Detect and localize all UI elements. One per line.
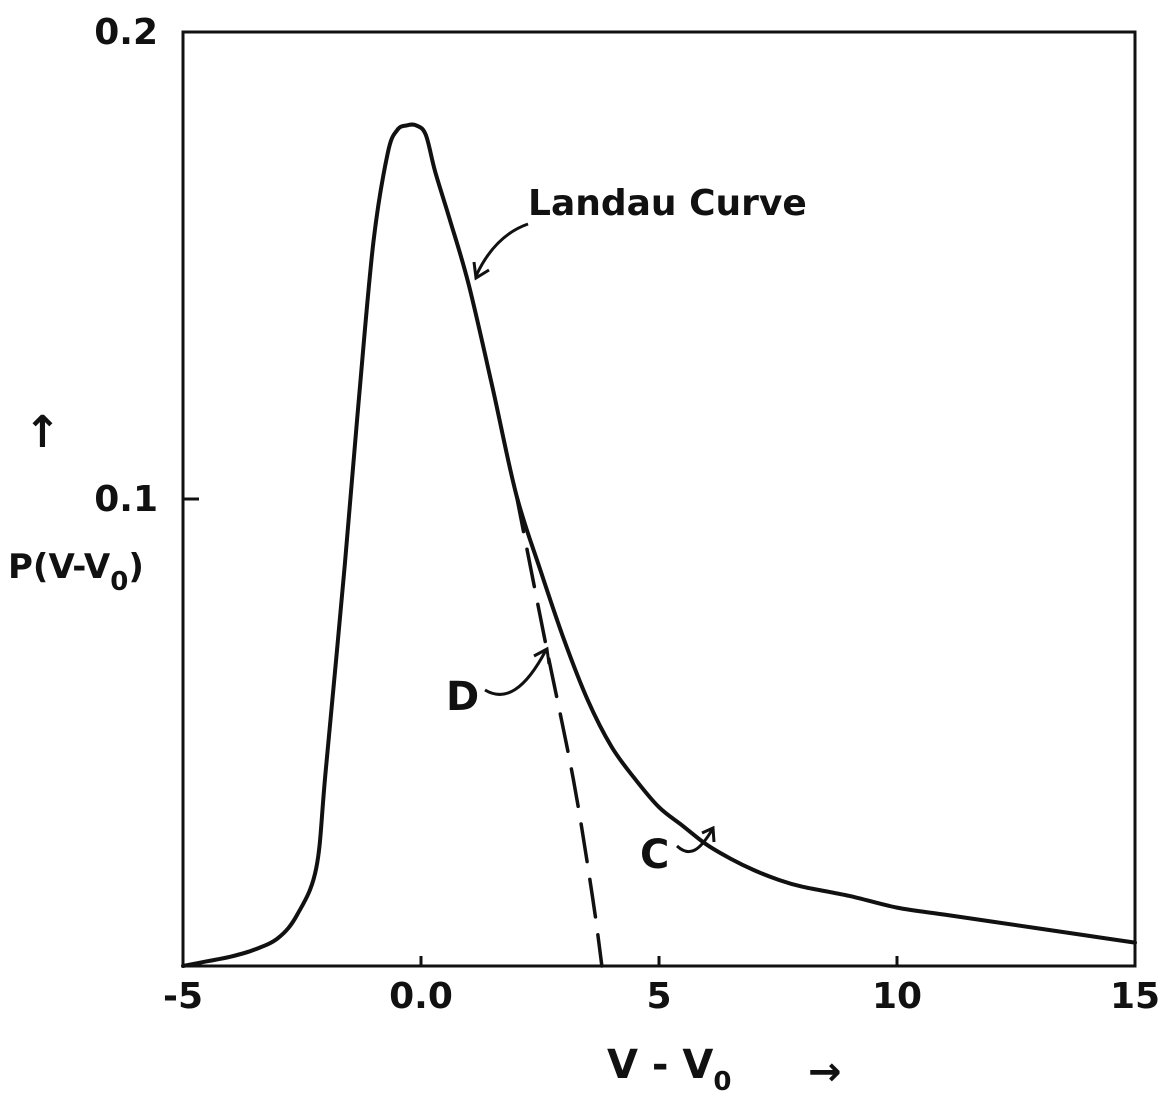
- annotation-d-label: D: [446, 674, 479, 720]
- series-line-landau-curve: [181, 122, 1137, 968]
- y-tick-label: 0.1: [94, 479, 158, 520]
- x-tick-label: 10: [872, 976, 922, 1017]
- annotation-landau-label: Landau Curve: [528, 183, 807, 224]
- series-layer: [181, 122, 1137, 968]
- y-axis-ticks: 0.1 0.2: [94, 12, 199, 520]
- annotation-landau-curve: Landau Curve: [472, 183, 807, 281]
- y-tick-label: 0.2: [94, 12, 158, 53]
- x-axis-ticks: -5 0.0 5 10 15: [163, 956, 1160, 1017]
- annotation-c: C: [640, 825, 716, 878]
- annotation-d-arrow: [484, 649, 548, 696]
- annotation-landau-arrow: [474, 222, 529, 277]
- annotation-c-arrowhead: [701, 825, 716, 843]
- plot-frame: [181, 30, 1137, 968]
- series-line-d: [514, 492, 604, 968]
- annotation-landau-arrowhead: [472, 261, 490, 281]
- x-axis-arrow: →: [808, 1049, 842, 1095]
- annotation-d: D: [446, 646, 551, 720]
- x-axis-label-text: V - V0: [607, 1042, 731, 1097]
- y-axis-label-text: P(V-V0): [8, 547, 144, 597]
- x-axis-label: V - V0 →: [607, 1042, 842, 1097]
- annotation-c-label: C: [640, 832, 669, 878]
- annotation-c-arrow: [675, 829, 714, 853]
- y-axis-arrow: ↑: [24, 407, 61, 458]
- y-axis-label: ↑ P(V-V0): [8, 407, 144, 597]
- x-tick-label: 0.0: [389, 976, 453, 1017]
- x-tick-label: -5: [163, 976, 203, 1017]
- x-tick-label: 5: [646, 976, 671, 1017]
- x-tick-label: 15: [1110, 976, 1160, 1017]
- annotation-d-arrowhead: [533, 646, 551, 665]
